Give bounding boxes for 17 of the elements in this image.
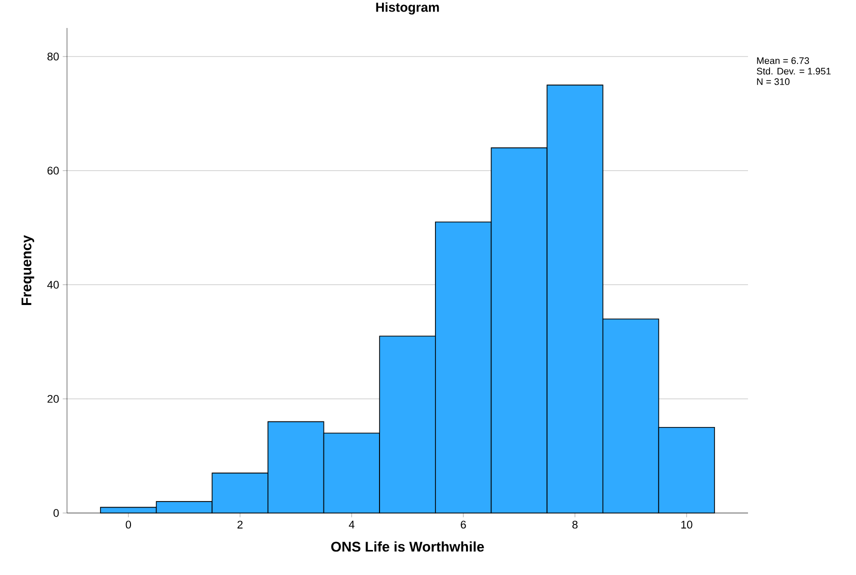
text: Mean = 6.73 [757, 57, 810, 64]
x-tick-label: 10 [681, 520, 692, 529]
x-tick-label: 8 [572, 520, 578, 529]
x-tick-label: 0 [126, 520, 132, 529]
y-axis-title: Frequency [22, 235, 34, 305]
x-tick-label: 6 [460, 520, 466, 529]
y-tick-label: 80 [47, 52, 59, 60]
y-tick-label: 40 [47, 280, 59, 289]
y-tick-label: 60 [48, 166, 59, 175]
x-axis-title: ONS Life is Worthwhile [331, 541, 484, 552]
x-tick-label: 4 [348, 520, 354, 528]
y-tick-label: 20 [48, 394, 59, 403]
y-tick-label: 0 [54, 509, 59, 517]
chart-title: Histogram [376, 2, 439, 14]
text: Std. Dev. = 1.951 [756, 68, 831, 75]
text: N = 310 [757, 78, 790, 86]
x-tick-label: 2 [238, 520, 243, 528]
